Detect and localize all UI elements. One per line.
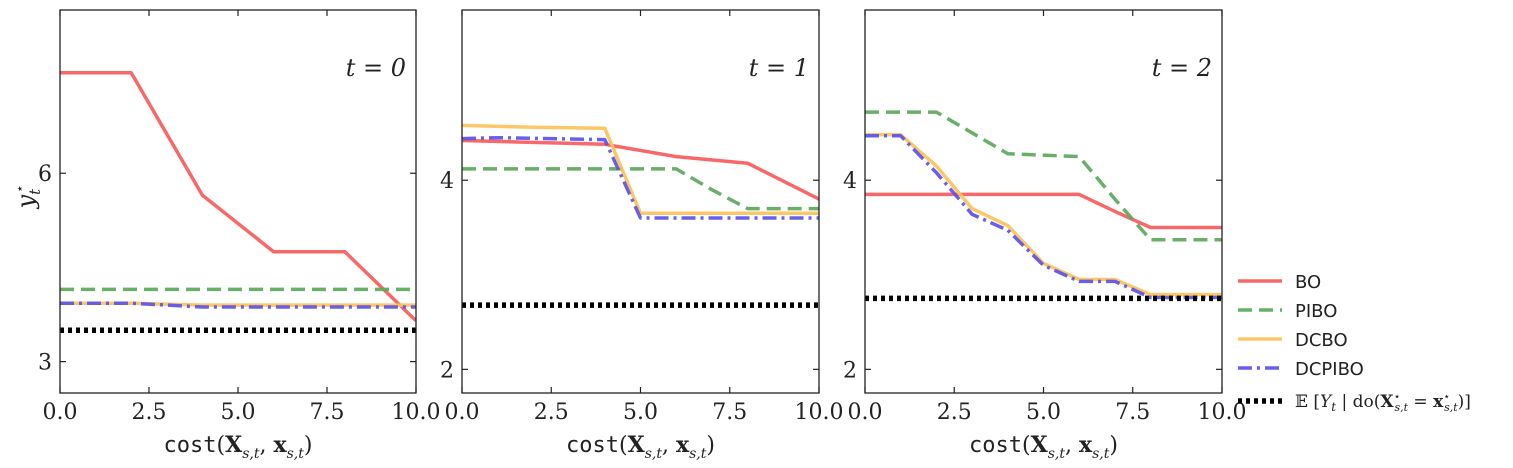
legend-item: DCPIBO	[1238, 359, 1364, 380]
series-group	[865, 110, 1222, 302]
x-tick-label: 2.5	[937, 400, 972, 425]
legend-label: 𝔼 [Yt | do(X⋆ s,t = x⋆ s,t)]	[1295, 390, 1471, 414]
series-line-bo	[60, 71, 416, 323]
panel-label: t = 1	[749, 54, 809, 82]
x-tick-label: 5.0	[623, 400, 658, 425]
series-line-dcpibo	[462, 135, 819, 220]
panel-label: t = 0	[346, 54, 406, 82]
y-axis-label: yt⋆	[12, 186, 44, 210]
legend-item: 𝔼 [Yt | do(X⋆ s,t = x⋆ s,t)]	[1238, 390, 1471, 414]
x-tick-label: 0.0	[445, 400, 480, 425]
series-group	[60, 71, 416, 333]
x-axis-label: cost(Xs,t, xs,t)	[566, 432, 715, 462]
legend-item: BO	[1238, 272, 1321, 293]
legend: BO PIBO DCBO DCPIBO 𝔼 [Yt | do(X⋆ s,t = x⋆ s,t…	[1238, 272, 1471, 414]
y-tick-label: 3	[38, 351, 52, 376]
y-tick-label: 2	[440, 358, 454, 383]
x-tick-label: 10.0	[795, 400, 844, 425]
legend-label: DCBO	[1295, 330, 1348, 351]
x-tick-label: 10.0	[1198, 400, 1247, 425]
panel-2: 0.0 2.5 5.0 7.5 10.0 2 4 t = 2 cost(Xs,t, xs,t)	[843, 9, 1247, 462]
x-tick-label: 7.5	[712, 400, 747, 425]
y-tick-label: 2	[843, 358, 857, 383]
series-line-dcpibo	[865, 134, 1222, 300]
legend-label: DCPIBO	[1295, 359, 1364, 380]
series-line-bo	[865, 192, 1222, 230]
series-line-dcbo	[60, 301, 416, 307]
series-line-bo	[462, 138, 819, 201]
series-line-pibo	[462, 167, 819, 211]
panel-0: 0.0 2.5 5.0 7.5 10.0 3 6 t = 0 cost(Xs,t, xs,t) y…	[12, 9, 441, 462]
legend-label: BO	[1295, 272, 1321, 293]
x-tick-label: 5.0	[1026, 400, 1061, 425]
x-axis-label: cost(Xs,t, xs,t)	[164, 432, 313, 462]
series-group	[462, 123, 819, 308]
x-tick-label: 0.0	[43, 400, 78, 425]
y-tick-label: 4	[440, 169, 454, 194]
x-tick-label: 7.5	[1115, 400, 1150, 425]
x-tick-label: 7.5	[310, 400, 345, 425]
y-tick-label: 4	[843, 169, 857, 194]
legend-item: PIBO	[1238, 301, 1337, 322]
series-line-dcbo	[865, 133, 1222, 297]
x-tick-label: 2.5	[534, 400, 569, 425]
x-axis-label: cost(Xs,t, xs,t)	[969, 432, 1118, 462]
x-tick-label: 2.5	[132, 400, 167, 425]
y-tick-label: 6	[38, 162, 52, 187]
x-tick-label: 10.0	[392, 400, 441, 425]
legend-item: DCBO	[1238, 330, 1348, 351]
series-line-dcbo	[462, 123, 819, 216]
panels: 0.0 2.5 5.0 7.5 10.0 3 6 t = 0 cost(Xs,t, xs,t) y…	[12, 9, 1247, 462]
x-tick-label: 5.0	[221, 400, 256, 425]
series-line-dcpibo	[60, 301, 416, 309]
panel-1: 0.0 2.5 5.0 7.5 10.0 2 4 t = 1 cost(Xs,t, xs,t)	[440, 9, 844, 462]
series-line-pibo	[865, 110, 1222, 242]
panel-label: t = 2	[1152, 54, 1212, 82]
x-tick-label: 0.0	[848, 400, 883, 425]
legend-label: PIBO	[1295, 301, 1337, 322]
